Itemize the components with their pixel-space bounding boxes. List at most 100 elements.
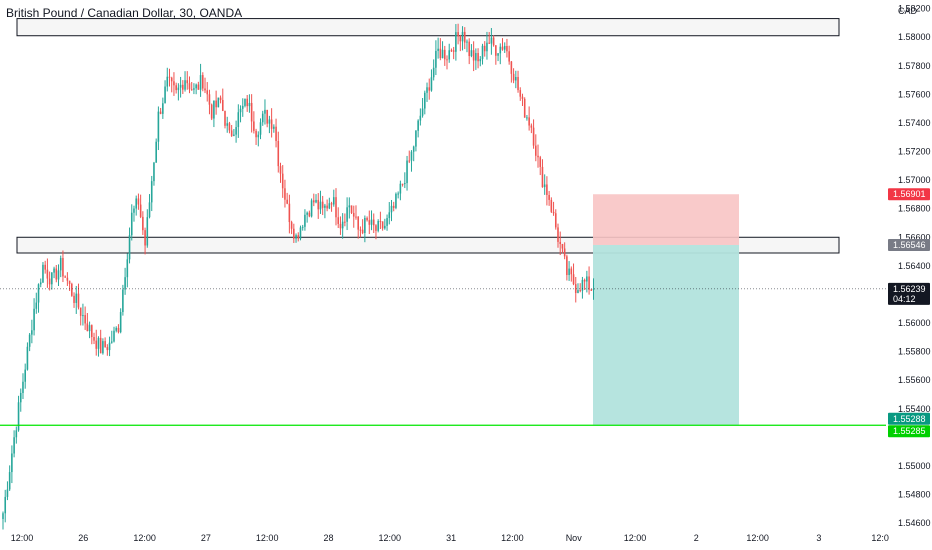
- candle-body: [206, 90, 209, 95]
- candle: [452, 46, 455, 60]
- candle-body: [286, 199, 288, 204]
- candle: [306, 211, 308, 223]
- price-tag-countdown: 04:12: [893, 294, 916, 304]
- candle-body: [46, 269, 49, 279]
- candle: [297, 232, 300, 242]
- candle-body: [317, 199, 320, 210]
- candle-body: [110, 341, 113, 343]
- candle: [122, 284, 124, 316]
- candle-body: [439, 48, 442, 59]
- x-tick-label: 12:00: [624, 533, 647, 543]
- candle: [366, 216, 368, 222]
- candle: [273, 124, 275, 133]
- candle-body: [368, 220, 371, 225]
- candle: [459, 34, 462, 52]
- candle: [488, 32, 490, 44]
- y-tick-label: 1.58000: [898, 32, 931, 42]
- candle-body: [106, 347, 109, 351]
- candle-body: [273, 126, 275, 129]
- candle-body: [166, 76, 169, 87]
- candle-body: [268, 119, 271, 124]
- candle-body: [295, 235, 297, 239]
- candle: [84, 306, 86, 330]
- take-profit-zone: [593, 244, 739, 425]
- candle: [248, 94, 251, 113]
- candle-body: [24, 369, 26, 382]
- candle-body: [375, 225, 377, 231]
- candle: [241, 98, 244, 117]
- candle: [461, 26, 464, 51]
- candle: [39, 278, 42, 288]
- candle-body: [248, 102, 251, 107]
- candle-body: [390, 205, 393, 213]
- candle-body: [428, 87, 431, 91]
- candle: [135, 195, 137, 216]
- candle-body: [182, 84, 184, 90]
- candle: [299, 225, 302, 241]
- candle-body: [66, 277, 69, 281]
- candle-body: [224, 110, 226, 126]
- candle: [75, 285, 78, 314]
- candle-body: [359, 229, 362, 231]
- y-tick-label: 1.55800: [898, 347, 931, 357]
- candle-body: [384, 225, 386, 229]
- candle-body: [539, 157, 542, 167]
- candle-body: [481, 45, 484, 59]
- candle: [188, 76, 191, 94]
- candle-body: [306, 212, 308, 215]
- candle-body: [42, 264, 44, 283]
- candle: [463, 27, 466, 50]
- candle-body: [15, 430, 18, 438]
- candle-body: [541, 166, 544, 188]
- candle-body: [228, 123, 231, 131]
- candle: [448, 43, 451, 63]
- candle-body: [326, 205, 328, 209]
- candle-body: [124, 277, 126, 290]
- candle-body: [424, 92, 426, 109]
- candle: [554, 209, 557, 230]
- candle: [261, 110, 264, 126]
- candle: [579, 283, 581, 293]
- candle-body: [153, 162, 155, 182]
- candle: [64, 275, 66, 278]
- candle: [164, 80, 166, 104]
- y-tick-label: 1.54600: [898, 518, 931, 528]
- x-tick-label: 3: [816, 533, 821, 543]
- candle-body: [352, 212, 355, 217]
- candle-body: [237, 112, 240, 128]
- candle: [235, 120, 237, 143]
- candle: [159, 107, 162, 115]
- candle: [153, 161, 155, 186]
- candle-body: [184, 80, 186, 90]
- candle-body: [410, 151, 413, 161]
- candle-body: [477, 53, 479, 62]
- candle-body: [443, 49, 446, 60]
- candle-body: [332, 197, 335, 205]
- candle-body: [530, 125, 533, 128]
- candle: [301, 224, 304, 231]
- candle: [239, 105, 242, 123]
- candle-body: [381, 221, 384, 229]
- candle-body: [350, 205, 353, 213]
- y-tick-label: 1.55000: [898, 461, 931, 471]
- candle-body: [288, 203, 291, 223]
- candle: [572, 263, 575, 286]
- candle: [15, 426, 18, 444]
- candle-body: [162, 103, 164, 114]
- candle-body: [301, 226, 304, 228]
- y-tick-label: 1.55400: [898, 404, 931, 414]
- candle: [28, 333, 31, 352]
- candle: [526, 114, 528, 121]
- candle: [264, 99, 266, 125]
- candle: [279, 162, 282, 183]
- candle-body: [59, 258, 62, 271]
- candle: [355, 205, 357, 220]
- x-tick-label: 27: [201, 533, 211, 543]
- candle-body: [370, 219, 373, 225]
- price-tag: 1.56546: [888, 238, 930, 251]
- candle: [244, 98, 246, 108]
- candle: [99, 329, 102, 354]
